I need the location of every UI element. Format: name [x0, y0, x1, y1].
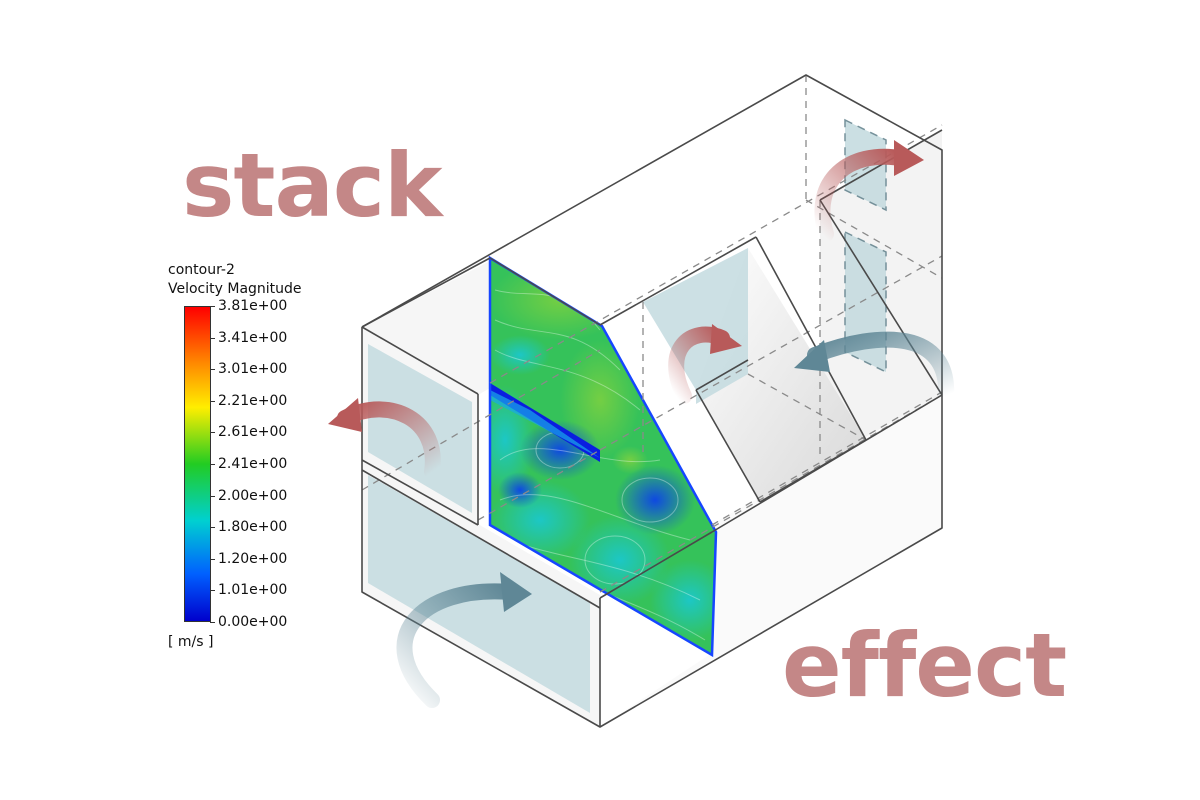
- legend-tick-label: 2.21e+00: [218, 392, 288, 409]
- legend-tick-mark: [210, 369, 215, 371]
- legend-tick-mark: [210, 337, 215, 339]
- warm-arrow-stack: [814, 148, 908, 242]
- cool-arrow-inflow: [396, 583, 518, 708]
- warm-arrow-exit-left: [337, 401, 441, 480]
- panel-middle: [643, 248, 748, 404]
- stack-word: stack: [182, 134, 443, 237]
- legend-tick-label: 2.61e+00: [218, 424, 288, 441]
- legend-tick-label: 3.81e+00: [218, 298, 288, 314]
- warm-arrowhead-left: [328, 398, 362, 432]
- legend-tick-mark: [210, 590, 215, 592]
- right-wall: [600, 395, 942, 727]
- legend-tick-label: 3.01e+00: [218, 361, 288, 378]
- legend-tick-mark: [210, 527, 215, 529]
- warm-arrowhead-middle: [710, 324, 742, 354]
- legend-tick-label: 1.01e+00: [218, 582, 288, 599]
- solid-edges: [361, 74, 943, 728]
- legend-tick-mark: [210, 400, 215, 402]
- flow-arrows: [328, 140, 955, 708]
- legend-tick-mark: [210, 558, 215, 560]
- legend-tick-mark: [210, 432, 215, 434]
- legend-tick-label: 1.80e+00: [218, 519, 288, 536]
- cool-arrowhead-inflow: [500, 572, 532, 612]
- legend-tick-mark: [210, 495, 215, 497]
- legend-tick-mark: [210, 464, 215, 465]
- warm-arrowhead-stack: [894, 140, 924, 176]
- velocity-legend: contour-2 Velocity Magnitude 3.81e+00 3.4…: [166, 262, 346, 662]
- legend-color-bar: [184, 306, 211, 622]
- legend-tick-label: 2.41e+00: [218, 456, 288, 472]
- legend-title: contour-2: [168, 262, 235, 278]
- effect-word: effect: [782, 614, 1067, 717]
- cool-arrow-right: [807, 331, 955, 404]
- cool-arrowhead-right: [794, 340, 830, 372]
- legend-tick-label: 2.00e+00: [218, 487, 288, 504]
- legend-unit: [ m/s ]: [168, 634, 214, 650]
- legend-quantity: Velocity Magnitude: [168, 281, 302, 297]
- legend-tick-mark: [210, 306, 215, 307]
- hidden-edges: [361, 75, 943, 593]
- legend-tick-label: 1.20e+00: [218, 550, 288, 567]
- legend-tick-mark: [210, 622, 215, 623]
- legend-tick-label: 3.41e+00: [218, 329, 288, 346]
- legend-tick-label: 0.00e+00: [218, 614, 288, 630]
